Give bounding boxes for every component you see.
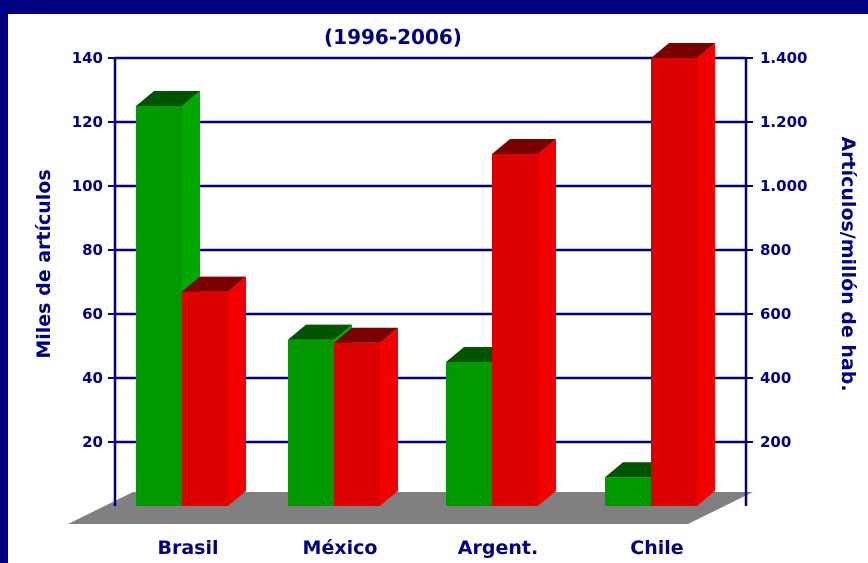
bar-red-3-side: [697, 43, 715, 506]
bar-red-0: [182, 276, 246, 506]
left-tick-label: 80: [82, 241, 103, 259]
chart-title: (1996-2006): [324, 25, 462, 49]
bar-chart: (1996-2006) Miles de artículos Artículos…: [33, 25, 859, 559]
right-tick-label: 1.400: [760, 49, 807, 67]
right-axis-label: Artículos/millón de hab.: [837, 136, 859, 391]
left-tick-label: 20: [82, 433, 103, 451]
bar-green-3-front: [605, 477, 651, 506]
left-tick-label: 100: [72, 177, 103, 195]
bar-green-2: [446, 347, 510, 506]
right-tick-label: 1.200: [760, 113, 807, 131]
bar-red-3-top: [651, 43, 715, 58]
right-tick-label: 600: [760, 305, 791, 323]
bar-red-1-front: [334, 342, 380, 506]
bar-red-1: [334, 327, 398, 506]
bar-green-1-front: [288, 339, 334, 506]
bar-red-0-side: [228, 276, 246, 506]
bar-green-0-top: [136, 91, 200, 106]
bar-green-0-front: [136, 106, 182, 506]
right-tick-label: 1.000: [760, 177, 807, 195]
bar-red-0-front: [182, 291, 228, 506]
category-label: Chile: [630, 537, 683, 559]
category-label: Brasil: [157, 537, 218, 559]
bar-red-1-top: [334, 327, 398, 343]
left-tick-label: 60: [82, 305, 103, 323]
bar-red-3-front: [651, 58, 697, 506]
category-label: México: [303, 537, 378, 559]
bar-red-2-front: [492, 154, 538, 506]
bar-red-2: [492, 139, 556, 506]
left-axis-label: Miles de artículos: [33, 169, 55, 358]
right-tick-label: 800: [760, 241, 791, 259]
chart-floor: [68, 492, 753, 524]
bar-red-1-side: [380, 327, 398, 506]
right-tick-label: 400: [760, 369, 791, 387]
bar-green-1-top: [288, 324, 352, 340]
bar-red-2-side: [538, 139, 556, 506]
bar-red-0-top: [182, 276, 246, 292]
left-tick-label: 140: [72, 49, 103, 67]
bar-green-2-front: [446, 362, 492, 506]
right-tick-label: 200: [760, 433, 791, 451]
bar-red-2-top: [492, 139, 556, 154]
bar-red-3: [651, 43, 715, 506]
category-label: Argent.: [458, 537, 538, 559]
chart-frame: (1996-2006) Miles de artículos Artículos…: [8, 14, 868, 563]
left-tick-label: 120: [72, 113, 103, 131]
left-tick-label: 40: [82, 369, 103, 387]
